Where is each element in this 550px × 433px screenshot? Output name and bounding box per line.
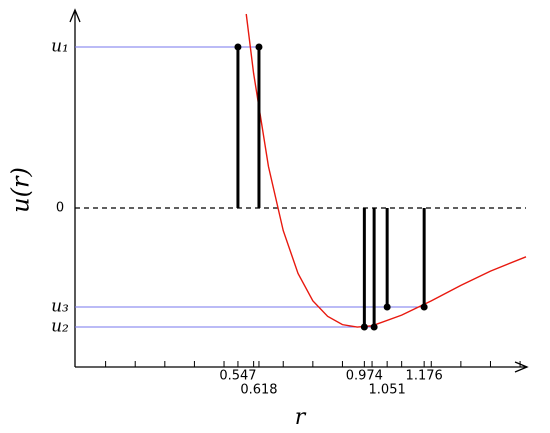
x-tick-label: 0.974 xyxy=(346,369,383,384)
potential-curve xyxy=(245,13,527,328)
y-axis-title: u(r) xyxy=(7,167,35,213)
x-axis-arrow xyxy=(514,361,529,373)
stem-dot xyxy=(255,43,263,51)
x-tick-label: 0.547 xyxy=(219,369,256,384)
y-tick-label: u₂ xyxy=(51,317,69,337)
y-axis-arrow xyxy=(69,8,81,23)
stem-dot xyxy=(420,303,428,311)
y-tick-label: u₃ xyxy=(51,297,69,317)
x-tick-label: 1.176 xyxy=(406,369,443,384)
stem-dot xyxy=(370,323,378,331)
stem-dot xyxy=(234,43,242,51)
stem-dot xyxy=(360,323,368,331)
y-tick-label: 0 xyxy=(56,201,64,216)
y-tick-label: u₁ xyxy=(51,36,69,56)
stem-dot xyxy=(383,303,391,311)
x-tick-label: 1.051 xyxy=(369,383,406,398)
x-tick-label: 0.618 xyxy=(240,383,277,398)
x-axis-title: r xyxy=(295,405,307,430)
